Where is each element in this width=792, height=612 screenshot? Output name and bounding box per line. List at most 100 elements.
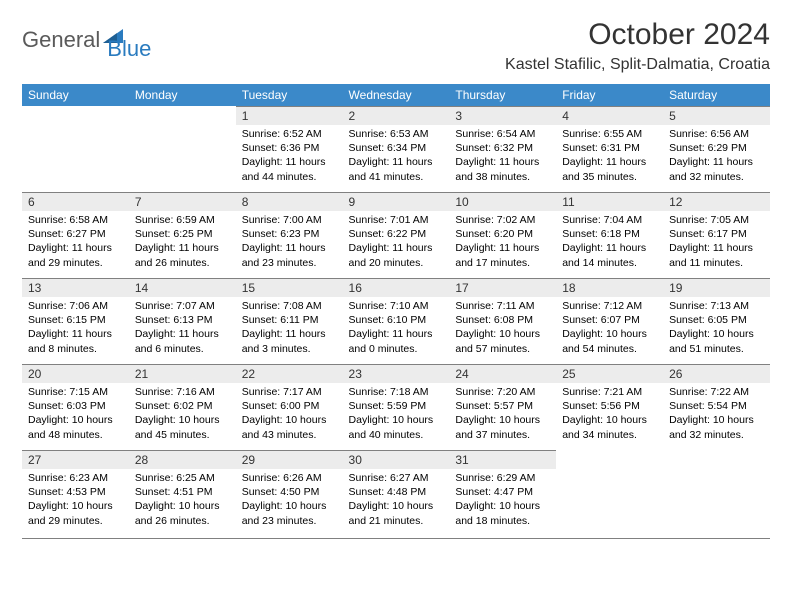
day-body: Sunrise: 7:20 AMSunset: 5:57 PMDaylight:… (449, 383, 556, 446)
sunrise-text: Sunrise: 6:59 AM (135, 213, 230, 227)
day-number: 9 (343, 192, 450, 211)
weekday-header-row: Sunday Monday Tuesday Wednesday Thursday… (22, 84, 770, 106)
day-number: 29 (236, 450, 343, 469)
day-number: 5 (663, 106, 770, 125)
calendar-day-cell: 5Sunrise: 6:56 AMSunset: 6:29 PMDaylight… (663, 106, 770, 192)
sunrise-text: Sunrise: 7:20 AM (455, 385, 550, 399)
sunrise-text: Sunrise: 7:22 AM (669, 385, 764, 399)
day-number (663, 450, 770, 454)
day-number: 15 (236, 278, 343, 297)
sunrise-text: Sunrise: 6:27 AM (349, 471, 444, 485)
sunset-text: Sunset: 6:29 PM (669, 141, 764, 155)
sunset-text: Sunset: 6:27 PM (28, 227, 123, 241)
day-number: 2 (343, 106, 450, 125)
daylight-text: Daylight: 11 hours and 38 minutes. (455, 155, 550, 183)
daylight-text: Daylight: 10 hours and 21 minutes. (349, 499, 444, 527)
sunrise-text: Sunrise: 6:55 AM (562, 127, 657, 141)
month-title: October 2024 (505, 18, 770, 52)
calendar-day-cell: 27Sunrise: 6:23 AMSunset: 4:53 PMDayligh… (22, 450, 129, 536)
day-number: 7 (129, 192, 236, 211)
sunset-text: Sunset: 6:15 PM (28, 313, 123, 327)
sunset-text: Sunset: 6:07 PM (562, 313, 657, 327)
day-number: 28 (129, 450, 236, 469)
daylight-text: Daylight: 10 hours and 23 minutes. (242, 499, 337, 527)
daylight-text: Daylight: 10 hours and 45 minutes. (135, 413, 230, 441)
day-number: 13 (22, 278, 129, 297)
calendar-day-cell: 30Sunrise: 6:27 AMSunset: 4:48 PMDayligh… (343, 450, 450, 536)
sunset-text: Sunset: 6:10 PM (349, 313, 444, 327)
calendar-day-cell: 14Sunrise: 7:07 AMSunset: 6:13 PMDayligh… (129, 278, 236, 364)
sunrise-text: Sunrise: 6:58 AM (28, 213, 123, 227)
daylight-text: Daylight: 10 hours and 57 minutes. (455, 327, 550, 355)
sunset-text: Sunset: 5:57 PM (455, 399, 550, 413)
calendar-day-cell: 6 Sunrise: 6:58 AMSunset: 6:27 PMDaylight… (22, 192, 129, 278)
calendar-day-cell: 16Sunrise: 7:10 AMSunset: 6:10 PMDayligh… (343, 278, 450, 364)
calendar-week-row: 6Sunrise: 6:58 AMSunset: 6:27 PMDaylight… (22, 192, 770, 278)
calendar-day-cell: 3Sunrise: 6:54 AMSunset: 6:32 PMDaylight… (449, 106, 556, 192)
day-number: 10 (449, 192, 556, 211)
daylight-text: Daylight: 10 hours and 32 minutes. (669, 413, 764, 441)
sunrise-text: Sunrise: 6:23 AM (28, 471, 123, 485)
sunset-text: Sunset: 6:11 PM (242, 313, 337, 327)
calendar-day-cell: 2Sunrise: 6:53 AMSunset: 6:34 PMDaylight… (343, 106, 450, 192)
day-number: 8 (236, 192, 343, 211)
day-body: Sunrise: 6:25 AMSunset: 4:51 PMDaylight:… (129, 469, 236, 532)
day-number: 25 (556, 364, 663, 383)
sunrise-text: Sunrise: 7:17 AM (242, 385, 337, 399)
sunrise-text: Sunrise: 7:08 AM (242, 299, 337, 313)
logo-text-blue: Blue (107, 36, 151, 62)
header: General Blue October 2024 Kastel Stafili… (22, 18, 770, 74)
sunset-text: Sunset: 6:08 PM (455, 313, 550, 327)
day-body: Sunrise: 7:08 AMSunset: 6:11 PMDaylight:… (236, 297, 343, 360)
daylight-text: Daylight: 10 hours and 34 minutes. (562, 413, 657, 441)
day-number: 17 (449, 278, 556, 297)
calendar-week-row: 13 Sunrise: 7:06 AMSunset: 6:15 PM Dayligh… (22, 278, 770, 364)
sunrise-text: Sunrise: 7:06 AM (28, 299, 123, 313)
sunrise-text: Sunrise: 7:10 AM (349, 299, 444, 313)
sunset-text: Sunset: 4:48 PM (349, 485, 444, 499)
day-number: 18 (556, 278, 663, 297)
calendar-day-cell: 28Sunrise: 6:25 AMSunset: 4:51 PMDayligh… (129, 450, 236, 536)
day-number: 6 (22, 192, 129, 211)
sunset-text: Sunset: 6:13 PM (135, 313, 230, 327)
sunrise-text: Sunrise: 7:21 AM (562, 385, 657, 399)
day-body: Sunrise: 6:59 AMSunset: 6:25 PMDaylight:… (129, 211, 236, 274)
day-number: 22 (236, 364, 343, 383)
day-number: 20 (22, 364, 129, 383)
title-block: October 2024 Kastel Stafilic, Split-Dalm… (505, 18, 770, 74)
day-body: Sunrise: 7:17 AMSunset: 6:00 PMDaylight:… (236, 383, 343, 446)
sunrise-text: Sunrise: 6:53 AM (349, 127, 444, 141)
sunrise-text: Sunrise: 7:00 AM (242, 213, 337, 227)
sunrise-text: Sunrise: 7:04 AM (562, 213, 657, 227)
sunrise-text: Sunrise: 7:16 AM (135, 385, 230, 399)
day-body: Sunrise: 7:05 AMSunset: 6:17 PMDaylight:… (663, 211, 770, 274)
daylight-text: Daylight: 11 hours and 20 minutes. (349, 241, 444, 269)
sunset-text: Sunset: 6:22 PM (349, 227, 444, 241)
logo: General Blue (22, 18, 151, 62)
daylight-text: Daylight: 11 hours and 29 minutes. (28, 241, 123, 269)
weekday-header: Sunday (22, 84, 129, 106)
day-number: 27 (22, 450, 129, 469)
calendar-day-cell: 8Sunrise: 7:00 AMSunset: 6:23 PMDaylight… (236, 192, 343, 278)
daylight-text: Daylight: 11 hours and 0 minutes. (349, 327, 444, 355)
calendar-day-cell: 23Sunrise: 7:18 AMSunset: 5:59 PMDayligh… (343, 364, 450, 450)
sunrise-text: Sunrise: 7:02 AM (455, 213, 550, 227)
day-body: Sunrise: 7:01 AMSunset: 6:22 PMDaylight:… (343, 211, 450, 274)
daylight-text: Daylight: 11 hours and 41 minutes. (349, 155, 444, 183)
day-body: Sunrise: 6:29 AMSunset: 4:47 PMDaylight:… (449, 469, 556, 532)
sunrise-text: Sunrise: 7:01 AM (349, 213, 444, 227)
day-body: Sunrise: 6:53 AMSunset: 6:34 PMDaylight:… (343, 125, 450, 188)
day-number: 31 (449, 450, 556, 469)
calendar-day-cell (663, 450, 770, 536)
weekday-header: Friday (556, 84, 663, 106)
day-body: Sunrise: 7:16 AMSunset: 6:02 PMDaylight:… (129, 383, 236, 446)
day-body: Sunrise: 6:52 AMSunset: 6:36 PMDaylight:… (236, 125, 343, 188)
daylight-text: Daylight: 10 hours and 51 minutes. (669, 327, 764, 355)
daylight-text: Daylight: 11 hours and 44 minutes. (242, 155, 337, 183)
calendar-day-cell: 19Sunrise: 7:13 AMSunset: 6:05 PMDayligh… (663, 278, 770, 364)
calendar-day-cell: 11Sunrise: 7:04 AMSunset: 6:18 PMDayligh… (556, 192, 663, 278)
sunrise-text: Sunrise: 7:13 AM (669, 299, 764, 313)
day-body: Sunrise: 7:10 AMSunset: 6:10 PMDaylight:… (343, 297, 450, 360)
calendar-day-cell: 13Sunrise: 7:06 AMSunset: 6:15 PMDayligh… (22, 278, 129, 364)
day-number: 3 (449, 106, 556, 125)
